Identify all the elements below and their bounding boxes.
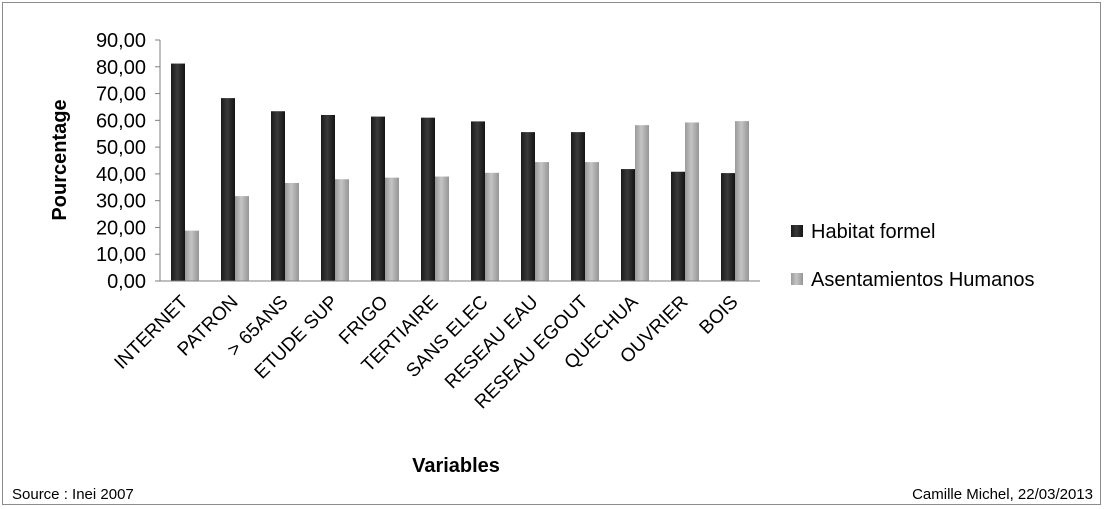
y-tick-label: 90,00 [96,30,146,52]
bar-habitat-formel [621,169,635,281]
y-tick-label: 50,00 [96,137,146,159]
bar-asentamientos-humanos [685,122,699,281]
y-tick-label: 60,00 [96,110,146,132]
bar-asentamientos-humanos [335,179,349,281]
legend-label: Asentamientos Humanos [811,269,1034,291]
bar-asentamientos-humanos [385,177,399,281]
y-tick-label: 70,00 [96,84,146,106]
legend-swatch [791,273,803,285]
bar-asentamientos-humanos [585,162,599,281]
x-axis-label: Variables [412,455,500,477]
y-tick-label: 10,00 [96,244,146,266]
bar-habitat-formel [321,114,335,281]
y-axis-label: Pourcentage [49,99,71,220]
bar-asentamientos-humanos [185,230,199,281]
bar-habitat-formel [721,173,735,281]
legend-label: Habitat formel [811,221,936,243]
y-tick-label: 0,00 [107,271,146,293]
y-tick-label: 20,00 [96,217,146,239]
bar-habitat-formel [271,111,285,282]
bar-asentamientos-humanos [235,196,249,281]
bar-habitat-formel [471,121,485,281]
bar-asentamientos-humanos [285,182,299,281]
bar-asentamientos-humanos [435,176,449,281]
y-tick-label: 40,00 [96,164,146,186]
source-note: Source : Inei 2007 [12,486,134,503]
bar-habitat-formel [521,132,535,281]
legend-swatch [791,225,803,237]
y-tick-label: 80,00 [96,57,146,79]
bar-habitat-formel [221,98,235,281]
bar-habitat-formel [371,116,385,281]
y-tick-label: 30,00 [96,191,146,213]
bar-asentamientos-humanos [485,172,499,281]
bar-asentamientos-humanos [535,162,549,281]
bar-habitat-formel [671,171,685,281]
bar-habitat-formel [571,132,585,281]
author-credit: Camille Michel, 22/03/2013 [912,486,1093,503]
bar-asentamientos-humanos [735,121,749,282]
bar-asentamientos-humanos [635,125,649,281]
bar-habitat-formel [421,117,435,282]
bar-habitat-formel [171,63,185,281]
x-tick-label: INTERNET [111,291,193,373]
x-tick-label: BOIS [696,292,743,339]
legend: Habitat formel Asentamientos Humanos [791,221,1034,291]
